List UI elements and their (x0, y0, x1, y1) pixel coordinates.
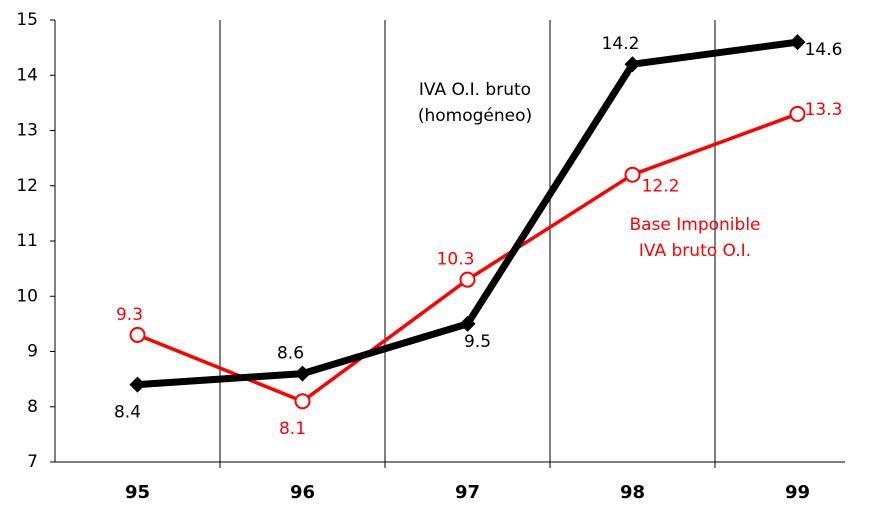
x-tick-label: 97 (455, 482, 480, 503)
data-label: 14.2 (602, 34, 640, 54)
data-label: 12.2 (642, 177, 680, 197)
annotation: Base Imponible (629, 215, 760, 235)
annotation: IVA O.I. bruto (419, 80, 531, 100)
data-label: 13.3 (805, 100, 843, 120)
x-tick-label: 96 (290, 482, 315, 503)
y-tick-label: 11 (16, 231, 38, 251)
data-label: 9.3 (116, 305, 143, 325)
marker (789, 105, 806, 122)
y-tick-label: 8 (27, 397, 38, 417)
marker (294, 365, 311, 382)
marker (459, 315, 476, 332)
x-tick-label: 98 (620, 482, 645, 503)
x-tick-label: 99 (785, 482, 810, 503)
x-tick-label: 95 (125, 482, 150, 503)
y-tick-label: 9 (27, 342, 38, 362)
marker (129, 326, 146, 343)
y-tick-label: 15 (16, 10, 38, 30)
marker (294, 393, 311, 410)
y-tick-label: 12 (16, 176, 38, 196)
data-label: 8.1 (279, 419, 306, 439)
data-label: 14.6 (805, 40, 843, 60)
data-label: 10.3 (437, 250, 475, 270)
marker (624, 56, 641, 73)
y-tick-label: 14 (16, 65, 38, 85)
marker (789, 34, 806, 51)
annotation: (homogéneo) (418, 106, 532, 126)
marker (624, 166, 641, 183)
marker (129, 376, 146, 393)
data-label: 8.6 (277, 344, 304, 364)
y-tick-label: 10 (16, 286, 38, 306)
y-tick-label: 13 (16, 121, 38, 141)
annotation: IVA bruto O.I. (639, 241, 751, 261)
data-label: 9.5 (464, 332, 491, 352)
y-tick-label: 7 (27, 452, 38, 472)
marker (459, 271, 476, 288)
data-label: 8.4 (114, 403, 141, 423)
